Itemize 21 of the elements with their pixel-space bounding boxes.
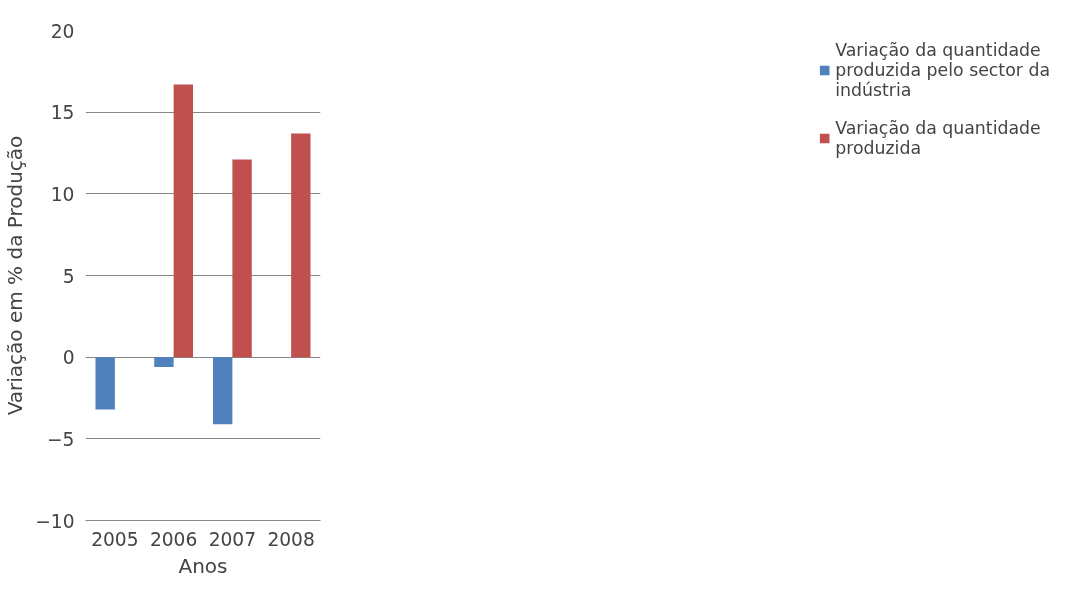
bar [291, 133, 311, 358]
legend-label: Variação da quantidade produzida [835, 118, 1041, 158]
legend-label: Variação da quantidade produzida pelo sector da indústria [835, 40, 1050, 100]
bar [154, 357, 174, 367]
y-tick-label: −10 [35, 510, 75, 532]
bar [212, 357, 233, 425]
y-axis-title: Variação em % da Produção [3, 135, 28, 416]
x-tick-label: 2007 [208, 528, 257, 550]
x-tick-label: 2005 [91, 528, 139, 550]
bar [232, 159, 252, 358]
x-tick-label: 2008 [267, 528, 315, 550]
bar [95, 357, 115, 410]
y-tick-label: −5 [47, 428, 75, 450]
x-axis-title: Anos [178, 553, 228, 578]
y-tick-label: 15 [50, 102, 75, 124]
x-tick-label: 2006 [149, 528, 198, 550]
bar [173, 84, 194, 358]
y-tick-label: 10 [50, 183, 75, 205]
y-tick-label: 5 [62, 265, 75, 287]
y-tick-label: 0 [62, 347, 75, 369]
y-tick-label: 20 [50, 20, 75, 42]
